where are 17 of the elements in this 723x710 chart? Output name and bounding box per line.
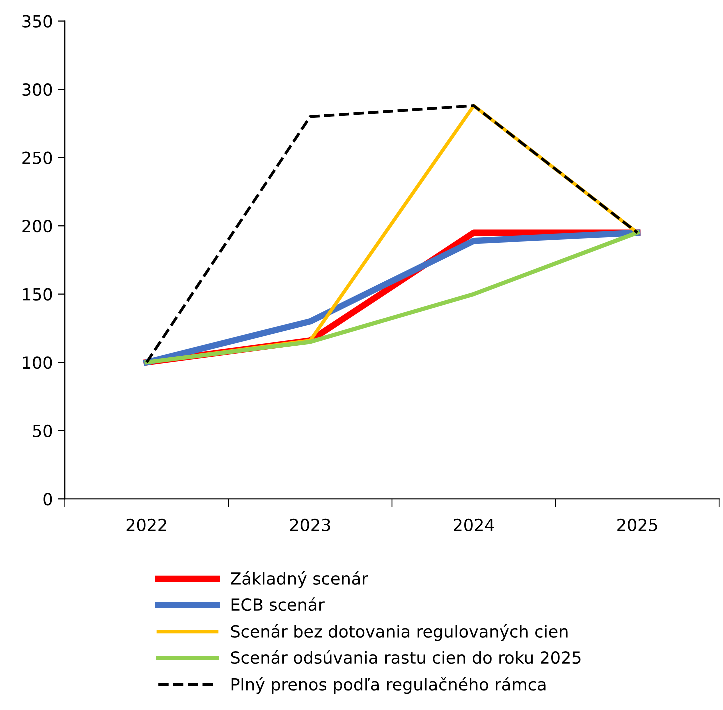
y-tick-label: 300 <box>22 84 52 96</box>
legend-label: Základný scenár <box>231 571 368 588</box>
y-tick-label: 150 <box>23 288 52 301</box>
x-tick-label: 2022 <box>126 518 166 532</box>
y-tick-label: 350 <box>22 15 52 28</box>
y-tick-label: 100 <box>23 356 52 370</box>
y-tick-label: 0 <box>44 493 52 506</box>
legend-label: Scenár odsúvania rastu cien do roku 2025 <box>231 650 581 664</box>
legend-label: Scenár bez dotovania regulovaných cien <box>231 624 568 642</box>
x-tick-label: 2024 <box>454 518 494 532</box>
x-tick-label: 2025 <box>618 518 658 532</box>
y-tick-label: 50 <box>33 424 52 438</box>
x-tick-label: 2023 <box>290 518 330 532</box>
legend-label: Plný prenos podľa regulačného rámca <box>232 677 546 694</box>
legend-label: ECB scenár <box>232 598 325 612</box>
y-tick-label: 200 <box>22 220 52 233</box>
y-tick-label: 250 <box>22 152 52 164</box>
